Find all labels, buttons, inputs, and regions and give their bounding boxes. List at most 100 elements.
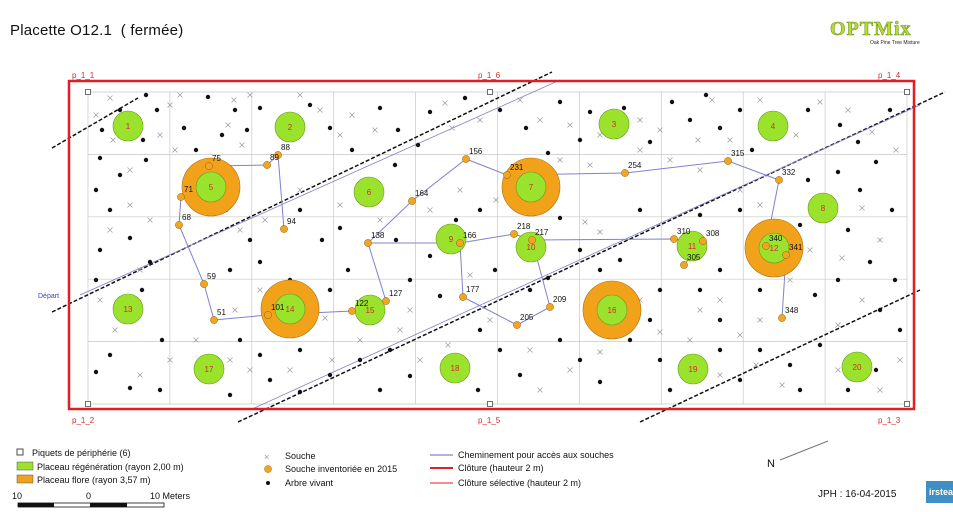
live-tree (377, 105, 383, 111)
souche-mark (231, 97, 237, 103)
diagonal-fence-1b (79, 79, 561, 296)
corner-label-tr: p_1_4 (878, 71, 901, 80)
live-tree (697, 212, 703, 218)
legend-flore-symbol (16, 474, 34, 484)
regen-plot (758, 232, 790, 264)
stump-310: 310 (670, 227, 691, 243)
live-tree (127, 385, 133, 391)
live-tree (232, 107, 238, 113)
legend: Piquets de périphérie (6) Placeau régéné… (16, 448, 614, 488)
stump-332: 332 (775, 168, 796, 184)
souche-mark (717, 372, 723, 378)
plot-number: 3 (612, 120, 617, 129)
souche-mark (110, 137, 116, 143)
souche-mark (417, 357, 423, 363)
live-tree (393, 237, 399, 243)
live-tree (845, 387, 851, 393)
live-tree (407, 277, 413, 283)
piquet-marker (904, 401, 910, 407)
plot-9: 9 (435, 223, 467, 255)
stump-marker (546, 303, 554, 311)
live-tree (647, 139, 653, 145)
corner-label-tm: p_1_6 (478, 71, 501, 80)
souche-mark (329, 357, 335, 363)
souche-mark (97, 297, 103, 303)
live-tree (737, 107, 743, 113)
live-tree (621, 105, 627, 111)
stump-75: 75 (205, 154, 221, 170)
live-tree (737, 377, 743, 383)
souche-mark (322, 315, 328, 321)
author-date: JPH : 16-04-2015 (818, 489, 897, 500)
live-tree (597, 379, 603, 385)
souche-mark (537, 387, 543, 393)
stump-89: 89 (263, 153, 279, 169)
live-tree (477, 207, 483, 213)
plot-number: 20 (853, 363, 862, 372)
live-tree (247, 237, 253, 243)
souche-mark (372, 127, 378, 133)
live-tree (407, 373, 413, 379)
stump-marker (200, 280, 208, 288)
stump-number: 305 (687, 253, 701, 262)
live-tree (392, 162, 398, 168)
plot-11: 11 (676, 230, 708, 262)
plot-number: 19 (689, 365, 698, 374)
live-tree (757, 287, 763, 293)
regen-plot (596, 294, 628, 326)
live-tree (669, 99, 675, 105)
stump-348: 348 (778, 306, 799, 322)
live-tree (497, 347, 503, 353)
stump-number: 348 (785, 306, 799, 315)
live-tree (427, 253, 433, 259)
souche-mark (687, 337, 693, 343)
stump-315: 315 (724, 149, 745, 165)
live-tree (154, 107, 160, 113)
plot-14: 14 (260, 279, 320, 339)
legend-piquet-symbol (16, 448, 24, 456)
live-tree (887, 107, 893, 113)
stump-209: 209 (546, 295, 567, 311)
stump-marker (205, 162, 213, 170)
stump-marker (503, 171, 511, 179)
souche-mark (817, 99, 823, 105)
live-tree (717, 267, 723, 273)
stump-marker (210, 316, 218, 324)
live-tree (267, 377, 273, 383)
corner-label-bm: p_1_5 (478, 416, 501, 425)
stump-marker (264, 311, 272, 319)
live-tree (427, 109, 433, 115)
live-tree (93, 187, 99, 193)
stump-marker (459, 293, 467, 301)
stump-number: 254 (628, 161, 642, 170)
live-tree (307, 102, 313, 108)
stump-number: 340 (769, 234, 783, 243)
plot-number: 17 (205, 365, 214, 374)
regen-plot (515, 171, 547, 203)
diagonal-fence-1 (51, 97, 139, 149)
access-path (368, 233, 551, 326)
stump-127: 127 (382, 289, 403, 305)
souche-mark (172, 147, 178, 153)
souche-mark (112, 327, 118, 333)
live-tree (805, 107, 811, 113)
souche-mark (442, 100, 448, 106)
live-tree (415, 142, 421, 148)
regen-plot (841, 351, 873, 383)
live-tree (527, 287, 533, 293)
stump-number: 51 (217, 308, 226, 317)
plot-1: 1 (112, 110, 144, 142)
stump-number: 217 (535, 228, 549, 237)
live-tree (117, 172, 123, 178)
souche-mark (727, 137, 733, 143)
souche-mark (557, 157, 563, 163)
diagonal-fence-4 (639, 289, 921, 423)
plot-number: 10 (527, 243, 536, 252)
live-tree (835, 277, 841, 283)
souche-mark (449, 125, 455, 131)
stump-number: 308 (706, 229, 720, 238)
regen-plot (353, 176, 385, 208)
live-tree (835, 169, 841, 175)
live-tree (462, 95, 468, 101)
stump-341: 341 (782, 243, 803, 259)
